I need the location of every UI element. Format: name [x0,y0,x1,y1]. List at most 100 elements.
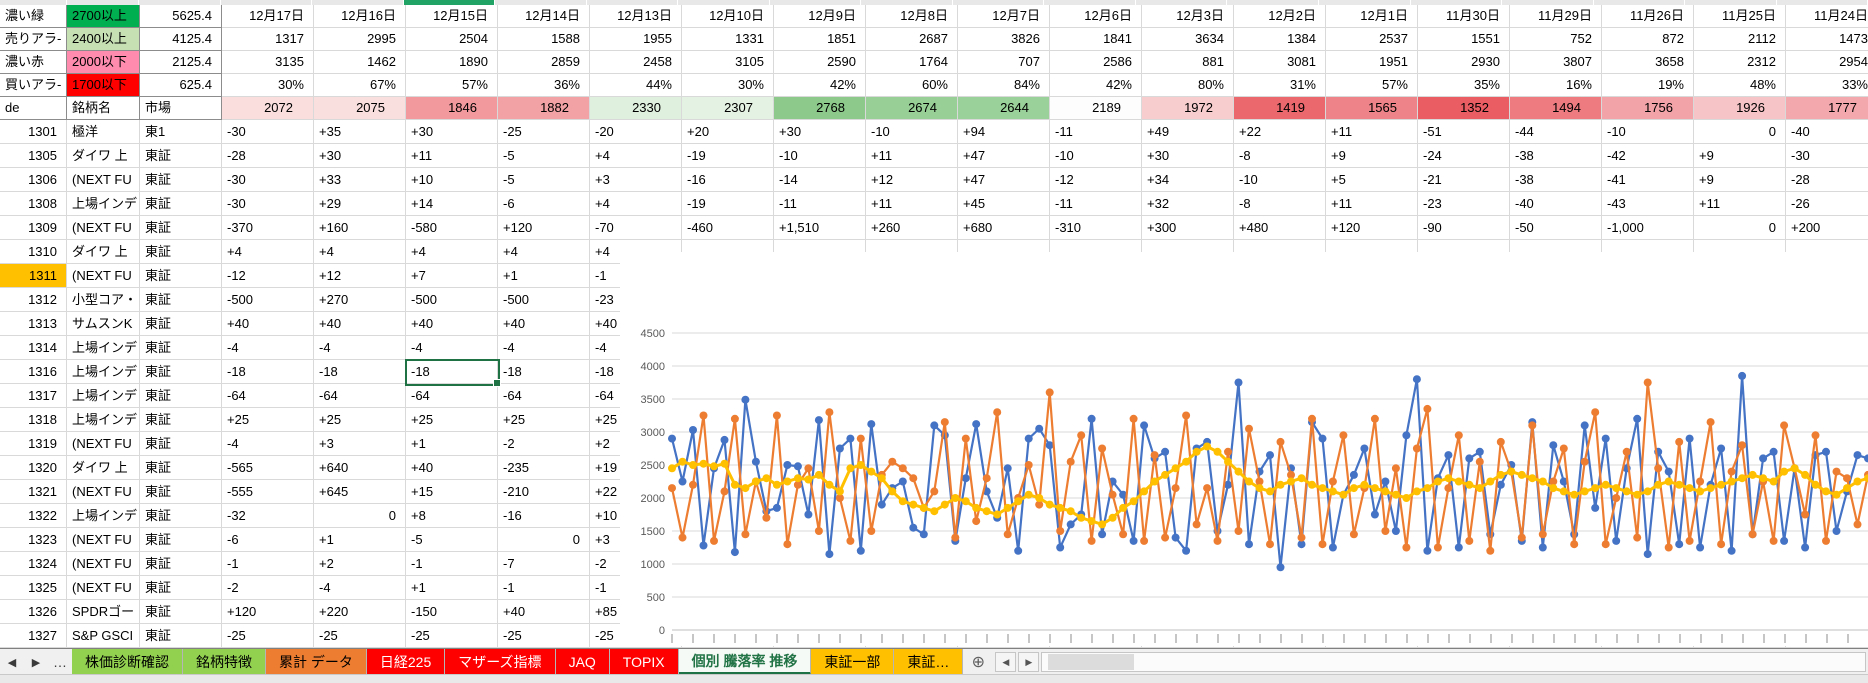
stock-name-cell[interactable]: 上場インデ [67,360,140,384]
value-cell[interactable]: -28 [1786,168,1868,192]
value-cell[interactable]: +1 [498,264,590,288]
value-cell[interactable]: +3 [314,432,406,456]
market-cell[interactable]: 東証 [140,216,222,240]
date-header-cell[interactable]: 11月26日 [1602,5,1694,28]
de-average-cell[interactable]: 2768 [774,97,866,120]
value-cell[interactable]: -25 [314,624,406,648]
count-b-cell[interactable]: 2859 [498,51,590,74]
value-cell[interactable]: -16 [682,168,774,192]
value-cell[interactable]: +35 [314,120,406,144]
sheet-tab-東証…[interactable]: 東証… [894,649,964,675]
count-b-cell[interactable]: 2586 [1050,51,1142,74]
stock-price-chart[interactable]: 4500 4000 3500 3000 2500 2000 1500 1000 500 0 [620,252,1868,646]
percent-cell[interactable]: 42% [774,74,866,97]
value-cell[interactable]: -25 [498,624,590,648]
count-a-cell[interactable]: 3826 [958,28,1050,51]
sheet-tab-累計 データ[interactable]: 累計 データ [266,649,367,675]
de-average-cell[interactable]: 2189 [1050,97,1142,120]
count-b-cell[interactable]: 1462 [314,51,406,74]
date-header-cell[interactable]: 12月10日 [682,5,774,28]
de-average-cell[interactable]: 1756 [1602,97,1694,120]
value-cell[interactable]: +25 [314,408,406,432]
value-cell[interactable]: -6 [498,192,590,216]
legend-label-cell[interactable]: 濃い赤 [0,51,67,74]
percent-cell[interactable]: 57% [1326,74,1418,97]
threshold-cell[interactable]: 1700以下 [67,74,140,97]
market-cell[interactable]: 東証 [140,264,222,288]
market-cell[interactable]: 東証 [140,408,222,432]
value-cell[interactable]: -2 [498,432,590,456]
amount-cell[interactable]: 4125.4 [140,28,222,51]
value-cell[interactable]: +7 [406,264,498,288]
value-cell[interactable]: -42 [1602,144,1694,168]
stock-name-cell[interactable]: (NEXT FU [67,552,140,576]
value-cell[interactable]: +120 [498,216,590,240]
stock-code-cell[interactable]: 1322 [0,504,67,528]
stock-code-cell[interactable]: 1309 [0,216,67,240]
value-cell[interactable]: +30 [1142,144,1234,168]
stock-name-cell[interactable]: 上場インデ [67,408,140,432]
date-header-cell[interactable]: 12月13日 [590,5,682,28]
stock-name-cell[interactable]: 極洋 [67,120,140,144]
value-cell[interactable]: -555 [222,480,314,504]
value-cell[interactable]: -4 [498,336,590,360]
date-header-cell[interactable]: 12月2日 [1234,5,1326,28]
value-cell[interactable]: -10 [1602,120,1694,144]
count-a-cell[interactable]: 1473 [1786,28,1868,51]
value-cell[interactable]: -4 [222,432,314,456]
market-header-cell[interactable]: 市場 [140,97,222,120]
value-cell[interactable]: -43 [1602,192,1694,216]
value-cell[interactable]: +4 [590,192,682,216]
count-a-cell[interactable]: 1588 [498,28,590,51]
market-cell[interactable]: 東証 [140,552,222,576]
new-sheet-button[interactable]: ⊕ [971,654,986,671]
value-cell[interactable]: -1 [406,552,498,576]
value-cell[interactable]: +640 [314,456,406,480]
value-cell[interactable]: -4 [406,336,498,360]
stock-name-cell[interactable]: S&P GSCI [67,624,140,648]
count-a-cell[interactable]: 1551 [1418,28,1510,51]
value-cell[interactable]: +32 [1142,192,1234,216]
value-cell[interactable]: -1 [498,576,590,600]
count-a-cell[interactable]: 1841 [1050,28,1142,51]
date-header-cell[interactable]: 12月15日 [406,5,498,28]
de-average-cell[interactable]: 2075 [314,97,406,120]
date-header-cell[interactable]: 12月16日 [314,5,406,28]
count-b-cell[interactable]: 2312 [1694,51,1786,74]
value-cell[interactable]: -18 [406,360,498,384]
value-cell[interactable]: -8 [1234,192,1326,216]
date-header-cell[interactable]: 11月29日 [1510,5,1602,28]
percent-cell[interactable]: 33% [1786,74,1868,97]
value-cell[interactable]: -25 [406,624,498,648]
market-cell[interactable]: 東1 [140,120,222,144]
value-cell[interactable]: +12 [314,264,406,288]
value-cell[interactable]: +94 [958,120,1050,144]
stock-code-cell[interactable]: 1301 [0,120,67,144]
count-a-cell[interactable]: 1384 [1234,28,1326,51]
value-cell[interactable]: -38 [1510,144,1602,168]
count-a-cell[interactable]: 2504 [406,28,498,51]
stock-code-cell[interactable]: 1311 [0,264,67,288]
percent-cell[interactable]: 31% [1234,74,1326,97]
stock-name-cell[interactable]: 上場インデ [67,192,140,216]
percent-cell[interactable]: 16% [1510,74,1602,97]
de-average-cell[interactable]: 2644 [958,97,1050,120]
count-b-cell[interactable]: 1951 [1326,51,1418,74]
sheet-tab-銘柄特徴[interactable]: 銘柄特徴 [183,649,266,675]
value-cell[interactable]: -30 [222,168,314,192]
count-a-cell[interactable]: 872 [1602,28,1694,51]
value-cell[interactable]: -565 [222,456,314,480]
value-cell[interactable]: -16 [498,504,590,528]
value-cell[interactable]: +47 [958,144,1050,168]
value-cell[interactable]: -40 [1786,120,1868,144]
value-cell[interactable]: +1,510 [774,216,866,240]
value-cell[interactable]: -2 [222,576,314,600]
value-cell[interactable]: +33 [314,168,406,192]
count-a-cell[interactable]: 1955 [590,28,682,51]
date-header-cell[interactable]: 12月9日 [774,5,866,28]
count-b-cell[interactable]: 1890 [406,51,498,74]
value-cell[interactable]: +10 [406,168,498,192]
market-cell[interactable]: 東証 [140,576,222,600]
value-cell[interactable]: +25 [222,408,314,432]
date-header-cell[interactable]: 11月25日 [1694,5,1786,28]
